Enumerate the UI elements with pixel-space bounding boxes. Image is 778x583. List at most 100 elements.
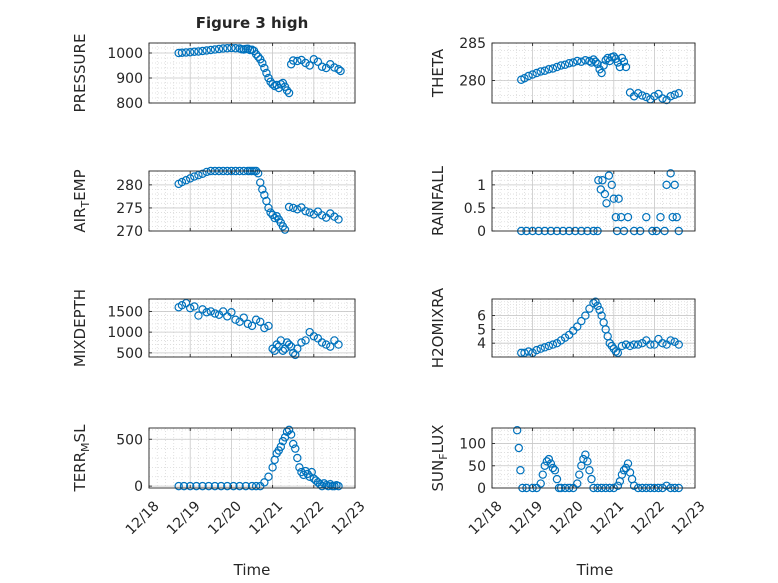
data-point <box>564 59 574 68</box>
data-point <box>548 463 558 473</box>
data-point <box>192 481 201 491</box>
data-point <box>284 340 294 349</box>
data-point <box>181 298 191 308</box>
y-tick-label: 100 <box>459 437 486 453</box>
data-point <box>251 481 261 491</box>
x-tick-label: 12/23 <box>669 498 709 538</box>
data-point <box>642 92 651 102</box>
data-point <box>642 212 651 222</box>
subplot-mixdepth: 500 1000 1500 MIXDEPTH <box>71 289 356 367</box>
data-point <box>336 66 345 76</box>
subplot-air_temp: 270 275 280 AIRTEMP <box>71 166 356 240</box>
data-point <box>301 58 310 68</box>
data-point <box>569 58 578 67</box>
y-tick-label: 0 <box>477 481 486 497</box>
data-point <box>528 70 537 79</box>
data-point <box>305 208 314 217</box>
data-point <box>595 305 604 315</box>
data-point <box>548 64 558 73</box>
data-point <box>293 56 302 66</box>
data-point <box>301 336 310 345</box>
data-point <box>202 308 211 317</box>
data-point <box>607 180 616 190</box>
data-point <box>309 210 318 219</box>
data-point <box>542 457 552 466</box>
axes-box <box>491 42 696 104</box>
data-point <box>609 194 619 203</box>
data-point <box>253 169 263 178</box>
data-point <box>650 340 659 349</box>
data-point <box>593 301 602 311</box>
data-point <box>260 323 269 333</box>
x-tick-label: 12/21 <box>246 498 286 538</box>
data-point <box>243 319 253 329</box>
data-point <box>264 472 273 481</box>
data-point <box>278 346 288 355</box>
data-point <box>666 92 675 101</box>
data-point <box>646 340 655 349</box>
data-point <box>658 338 667 348</box>
axes-box <box>148 42 356 104</box>
data-point <box>604 171 614 180</box>
data-point <box>583 457 592 466</box>
data-point <box>284 425 294 435</box>
data-point <box>524 71 533 81</box>
data-point <box>291 444 300 453</box>
data-point <box>313 57 323 66</box>
data-point <box>611 347 621 356</box>
data-point <box>334 481 343 491</box>
y-tick-label: 0.5 <box>464 201 486 217</box>
data-point <box>611 212 621 222</box>
data-point <box>613 348 623 358</box>
data-point <box>593 59 602 69</box>
data-point <box>284 202 294 212</box>
figure-title: Figure 3 high <box>196 14 309 32</box>
y-axis-label: AIRTEMP <box>71 169 92 232</box>
data-point <box>223 481 232 491</box>
subplot-h2omixra: 456 H2OMIXRA <box>429 287 696 368</box>
data-point <box>317 211 327 220</box>
data-point <box>532 345 541 355</box>
subplot-theta: 280 285 THETA <box>429 36 696 105</box>
data-point <box>295 463 304 472</box>
data-point <box>536 67 545 76</box>
y-axis-label: RAINFALL <box>429 165 447 236</box>
data-point <box>214 44 224 54</box>
data-point <box>260 190 269 200</box>
axes-box <box>491 170 696 232</box>
data-point <box>297 338 306 347</box>
data-point <box>598 176 607 185</box>
data-point <box>241 481 251 491</box>
data-point <box>185 481 195 491</box>
data-point <box>185 174 195 183</box>
x-tick-label: 12/22 <box>628 498 668 538</box>
series-points <box>517 52 683 105</box>
x-tick-label: 12/23 <box>329 498 369 538</box>
data-point <box>289 56 298 65</box>
data-point <box>266 208 275 217</box>
data-point <box>185 48 195 57</box>
data-point <box>247 321 257 331</box>
data-point <box>585 56 594 66</box>
data-point <box>650 92 659 101</box>
data-point <box>577 316 586 326</box>
data-point <box>579 454 588 464</box>
data-point <box>210 45 220 54</box>
data-point <box>268 463 277 472</box>
data-point <box>613 481 623 490</box>
data-point <box>198 46 207 56</box>
data-point <box>305 61 314 70</box>
x-tick-label: 12/22 <box>288 498 328 538</box>
y-tick-label: 1500 <box>107 304 143 320</box>
data-point <box>185 303 195 313</box>
data-point <box>623 212 633 222</box>
data-point <box>600 189 610 199</box>
series-points <box>174 425 343 491</box>
data-point <box>629 340 639 349</box>
data-point <box>666 336 675 345</box>
data-point <box>206 45 215 55</box>
data-point <box>239 313 248 322</box>
data-point <box>198 481 207 491</box>
y-tick-label: 800 <box>116 96 143 112</box>
y-tick-label: 1000 <box>107 46 143 62</box>
